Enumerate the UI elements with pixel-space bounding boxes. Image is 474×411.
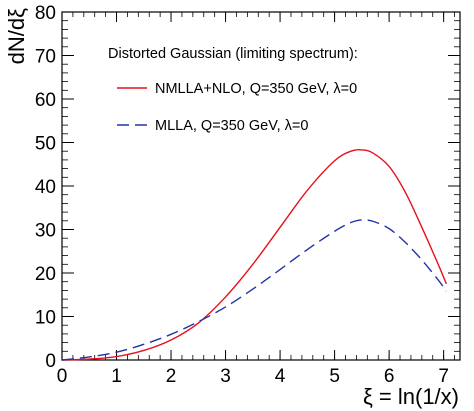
x-tick-label: 5 (329, 366, 340, 387)
y-tick-label: 10 (35, 308, 56, 329)
x-tick-label: 3 (220, 366, 231, 387)
series-mlla-line (61, 219, 447, 361)
y-tick-label: 80 (35, 3, 56, 24)
y-tick-label: 60 (35, 90, 56, 111)
legend-entry-mlla: MLLA, Q=350 GeV, λ=0 (155, 118, 308, 134)
y-tick-label: 30 (35, 221, 56, 242)
x-tick-label: 7 (438, 366, 449, 387)
y-tick-label: 50 (35, 134, 56, 155)
x-tick-label: 1 (111, 366, 122, 387)
legend-header: Distorted Gaussian (limiting spectrum): (108, 46, 358, 62)
y-tick-label: 20 (35, 264, 56, 285)
y-tick-label: 0 (45, 351, 56, 372)
x-axis-title: ξ = ln(1/x) (363, 384, 459, 409)
x-tick-label: 0 (57, 366, 68, 387)
x-tick-label: 2 (166, 366, 177, 387)
y-tick-label: 70 (35, 47, 56, 68)
x-tick-label: 4 (275, 366, 286, 387)
plot-frame (61, 11, 461, 361)
legend-entry-nmlla: NMLLA+NLO, Q=350 GeV, λ=0 (155, 81, 357, 97)
y-tick-label: 40 (35, 177, 56, 198)
x-tick-label: 6 (384, 366, 395, 387)
y-axis-title: dN/dξ (4, 8, 29, 64)
series-nmlla-line (61, 149, 448, 361)
